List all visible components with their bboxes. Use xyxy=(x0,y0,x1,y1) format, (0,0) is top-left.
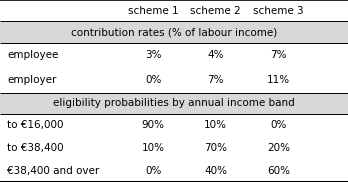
Text: 3%: 3% xyxy=(145,50,161,60)
Text: to €16,000: to €16,000 xyxy=(7,120,63,130)
Text: scheme 3: scheme 3 xyxy=(253,6,304,16)
Bar xyxy=(0,93,348,114)
Text: contribution rates (% of labour income): contribution rates (% of labour income) xyxy=(71,27,277,37)
Text: 10%: 10% xyxy=(204,120,227,130)
Text: 20%: 20% xyxy=(267,143,290,153)
Text: 70%: 70% xyxy=(204,143,227,153)
Text: 4%: 4% xyxy=(207,50,224,60)
Text: eligibility probabilities by annual income band: eligibility probabilities by annual inco… xyxy=(53,98,295,108)
Text: scheme 1: scheme 1 xyxy=(128,6,179,16)
Text: 40%: 40% xyxy=(204,166,227,176)
Text: employee: employee xyxy=(7,50,58,60)
Text: 11%: 11% xyxy=(267,75,290,85)
Bar xyxy=(0,21,348,43)
Text: €38,400 and over: €38,400 and over xyxy=(7,166,99,176)
Text: 7%: 7% xyxy=(270,50,287,60)
Text: to €38,400: to €38,400 xyxy=(7,143,64,153)
Text: 0%: 0% xyxy=(270,120,287,130)
Text: scheme 2: scheme 2 xyxy=(190,6,241,16)
Text: 90%: 90% xyxy=(142,120,165,130)
Text: 7%: 7% xyxy=(207,75,224,85)
Text: 0%: 0% xyxy=(145,166,161,176)
Text: 60%: 60% xyxy=(267,166,290,176)
Text: 0%: 0% xyxy=(145,75,161,85)
Text: 10%: 10% xyxy=(142,143,165,153)
Text: employer: employer xyxy=(7,75,56,85)
